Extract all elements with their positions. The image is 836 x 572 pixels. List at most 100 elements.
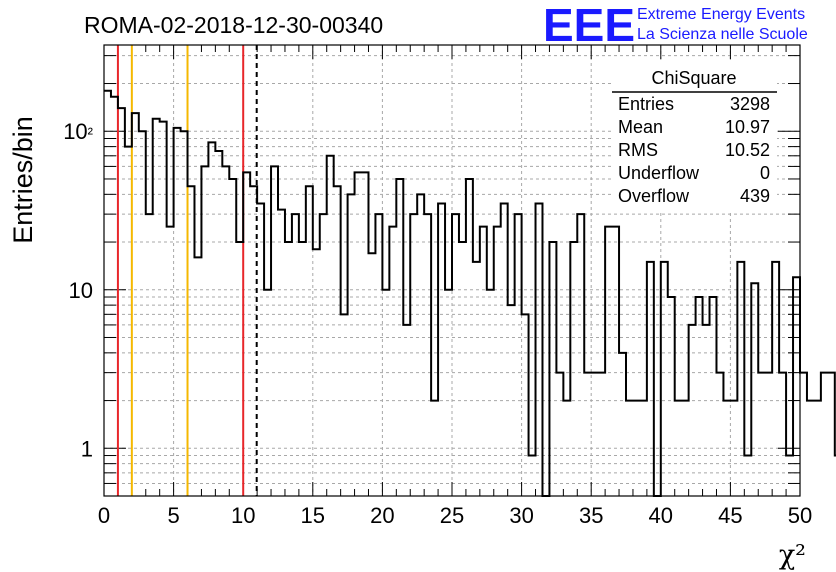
histogram-bin [160,122,167,496]
histogram-bin [689,325,696,496]
histogram-bin [174,128,181,496]
histogram-bin [716,373,723,496]
histogram-bin [417,194,424,496]
histogram-bin [299,242,306,496]
x-tick-label: 20 [370,503,394,528]
histogram-line [104,89,836,497]
histogram-bin [362,172,369,496]
histogram-bin [703,325,710,496]
stats-label: Overflow [618,186,690,206]
histogram-bin [188,186,195,496]
histogram-bin [598,373,605,496]
histogram-bin [696,297,703,496]
histogram-bin [438,204,445,496]
x-tick-label: 10 [231,503,255,528]
histogram-bin [334,186,341,496]
x-axis-label: χ² [779,540,806,571]
x-tick-labels: 0 5 10 15 20 25 30 35 40 45 50 [98,503,812,528]
reference-lines [116,45,258,496]
x-tick-label: 0 [98,503,110,528]
histogram-bin [264,290,271,496]
stats-title: ChiSquare [651,68,736,88]
histogram-bin [501,204,508,496]
stats-value: 439 [740,186,770,206]
histogram-bin [285,242,292,496]
histogram-bin [577,214,584,496]
histogram-bin [201,166,208,496]
plot-frame [103,44,801,497]
histogram-bin [243,172,250,496]
histogram-bin [459,242,466,496]
histogram-bin [341,314,348,496]
histogram-bin [215,151,222,496]
histogram-bin [758,373,765,496]
histogram-bin [181,131,188,496]
histogram-bin [292,214,299,496]
stats-value: 10.97 [725,117,770,137]
stats-box: ChiSquare Entries 3298 Mean 10.97 RMS 10.52 Un… [612,62,777,212]
histogram-bin [250,186,257,496]
histogram-bin [710,297,717,496]
histogram-bin [570,242,577,496]
histogram-bin [522,314,529,496]
eee-logo: EEE Extreme Energy Events La Scienza nel… [543,0,808,51]
y-axis-label: Entries/bin [8,116,38,244]
stats-label: Entries [618,94,674,114]
histogram-bin [807,401,814,496]
histogram-bin [306,186,313,496]
x-tick-label: 5 [167,503,179,528]
histogram-bin [382,290,389,496]
histogram-bin [257,204,264,496]
y-tick-label: 1 [81,436,93,461]
histogram-bin [821,373,828,496]
histogram-bin [410,214,417,496]
histogram-bin [765,373,772,496]
x-tick-label: 15 [301,503,325,528]
chart-title: ROMA-02-2018-12-30-00340 [84,12,383,38]
histogram-bin [104,91,111,496]
histogram-bin [271,166,278,496]
histogram-bin [668,297,675,496]
histogram-bin [591,373,598,496]
histogram-bin [786,456,793,496]
histogram-bin [139,131,146,496]
histogram-bin [536,204,543,496]
histogram-bin [320,214,327,496]
histogram-bin [515,214,522,496]
histogram-bin [452,214,459,496]
histogram-bin [236,242,243,496]
eee-logo-line2: La Scienza nelle Scuole [637,26,808,43]
stats-label: Mean [618,117,663,137]
histogram-bin [445,290,452,496]
stats-label: Underflow [618,163,700,183]
histogram-bin [355,172,362,496]
histogram-bin [584,373,591,496]
histogram-bin [375,214,382,496]
x-tick-label: 40 [649,503,673,528]
y-tick-labels: 1 10 10² [63,119,93,461]
histogram-bin [619,353,626,496]
histogram-bin [208,142,215,496]
x-tick-label: 45 [718,503,742,528]
histogram-bin [111,97,118,496]
histogram-bin [779,373,786,496]
histogram-bin [327,156,334,496]
stats-rows: Entries 3298 Mean 10.97 RMS 10.52 Underflow 0 Ov… [618,94,770,206]
histogram-bin [814,401,821,496]
x-tick-label: 25 [440,503,464,528]
histogram-bin [800,373,807,496]
histogram-bin [744,456,751,496]
y-tick-label: 10 [69,278,93,303]
histogram-bin [132,113,139,496]
histogram-bin [348,194,355,496]
stats-label: RMS [618,140,658,160]
stats-value: 10.52 [725,140,770,160]
x-tick-label: 30 [509,503,533,528]
stats-value: 0 [760,163,770,183]
histogram-bin [153,119,160,496]
histogram-bin [549,242,556,496]
histogram-bin [194,257,201,496]
histogram-bin [146,214,153,496]
histogram-bin [487,290,494,496]
